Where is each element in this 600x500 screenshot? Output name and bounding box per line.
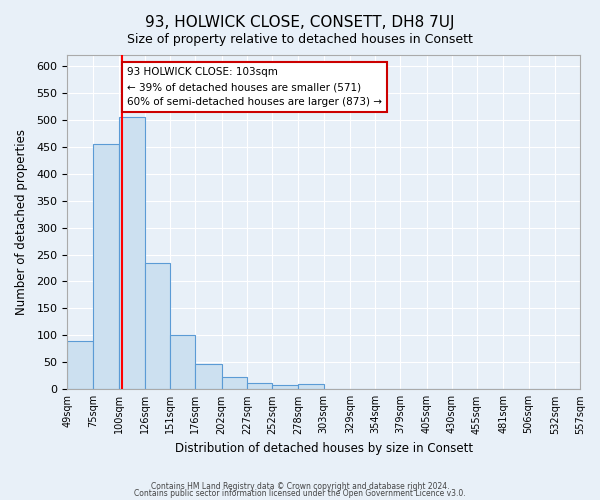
Bar bbox=[221, 378, 247, 390]
Bar bbox=[272, 385, 298, 390]
Bar bbox=[94, 144, 119, 390]
Bar bbox=[529, 389, 555, 390]
Text: 93, HOLWICK CLOSE, CONSETT, DH8 7UJ: 93, HOLWICK CLOSE, CONSETT, DH8 7UJ bbox=[145, 15, 455, 30]
X-axis label: Distribution of detached houses by size in Consett: Distribution of detached houses by size … bbox=[175, 442, 473, 455]
Text: Contains public sector information licensed under the Open Government Licence v3: Contains public sector information licen… bbox=[134, 489, 466, 498]
Bar bbox=[247, 383, 272, 390]
Bar bbox=[298, 384, 323, 390]
Bar bbox=[427, 389, 452, 390]
Text: Size of property relative to detached houses in Consett: Size of property relative to detached ho… bbox=[127, 32, 473, 46]
Bar bbox=[119, 117, 145, 390]
Y-axis label: Number of detached properties: Number of detached properties bbox=[15, 129, 28, 315]
Bar bbox=[145, 262, 170, 390]
Bar bbox=[196, 364, 221, 390]
Bar bbox=[67, 341, 94, 390]
Text: 93 HOLWICK CLOSE: 103sqm
← 39% of detached houses are smaller (571)
60% of semi-: 93 HOLWICK CLOSE: 103sqm ← 39% of detach… bbox=[127, 68, 382, 107]
Text: Contains HM Land Registry data © Crown copyright and database right 2024.: Contains HM Land Registry data © Crown c… bbox=[151, 482, 449, 491]
Bar bbox=[555, 389, 580, 390]
Bar bbox=[170, 336, 196, 390]
Bar bbox=[375, 389, 400, 390]
